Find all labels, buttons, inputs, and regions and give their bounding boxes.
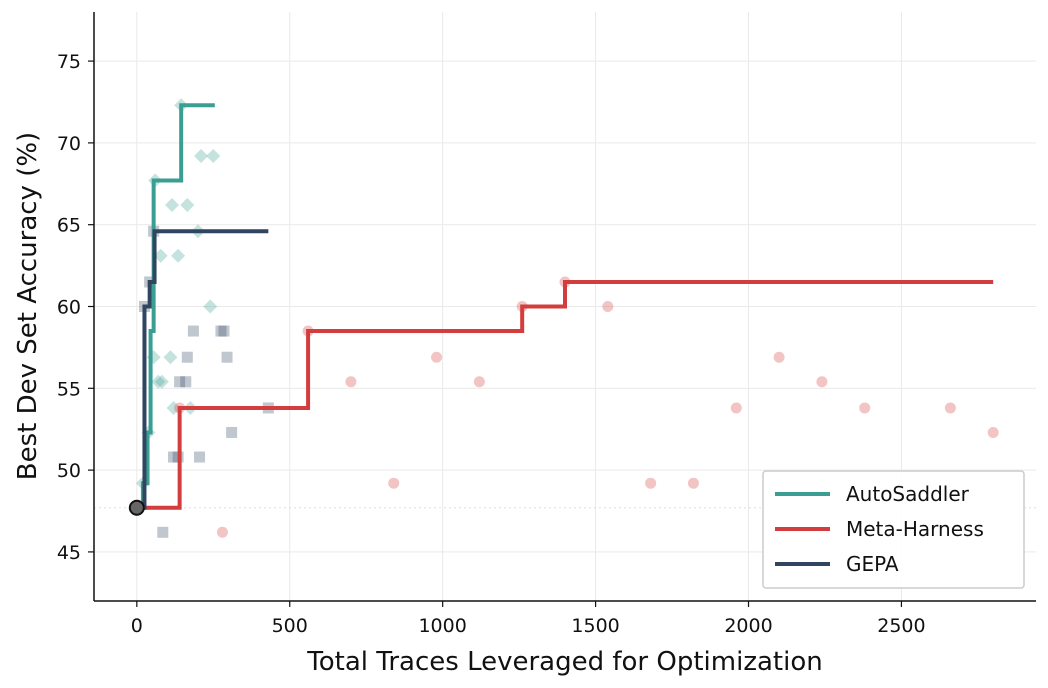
point-gepa xyxy=(174,376,186,388)
start-point-marker xyxy=(128,499,145,516)
point-gepa xyxy=(218,325,230,337)
x-tick-label: 1500 xyxy=(571,615,619,637)
point-gepa xyxy=(181,351,193,363)
y-tick-label: 55 xyxy=(57,378,81,400)
line-meta-harness xyxy=(136,279,994,510)
y-tick-label: 70 xyxy=(57,133,81,155)
x-tick-label: 0 xyxy=(131,615,143,637)
point-autosaddler xyxy=(206,148,221,163)
y-tick-label: 60 xyxy=(57,297,81,319)
point-autosaddler xyxy=(171,248,186,263)
point-meta-harness xyxy=(473,376,485,388)
legend-label-gepa: GEPA xyxy=(846,552,899,576)
point-autosaddler xyxy=(180,198,195,213)
legend: AutoSaddler Meta-Harness GEPA xyxy=(762,470,1025,589)
x-axis-title: Total Traces Leveraged for Optimization xyxy=(306,647,822,677)
point-meta-harness xyxy=(431,351,443,363)
y-axis-title: Best Dev Set Accuracy (%) xyxy=(13,132,43,480)
legend-label-meta-harness: Meta-Harness xyxy=(846,517,984,541)
point-gepa xyxy=(194,451,206,463)
point-meta-harness xyxy=(645,477,657,489)
point-autosaddler xyxy=(153,248,168,263)
point-gepa xyxy=(215,325,227,337)
y-tick-label: 45 xyxy=(57,542,81,564)
y-tick-label: 75 xyxy=(57,51,81,73)
point-gepa xyxy=(187,325,199,337)
point-meta-harness xyxy=(345,376,357,388)
point-autosaddler xyxy=(154,374,169,389)
x-tick-label: 2000 xyxy=(724,615,772,637)
point-meta-harness xyxy=(773,351,785,363)
point-meta-harness xyxy=(859,402,871,414)
point-gepa xyxy=(221,351,233,363)
point-meta-harness xyxy=(730,402,742,414)
point-gepa xyxy=(180,376,192,388)
step-lines xyxy=(128,103,994,516)
point-autosaddler xyxy=(164,198,179,213)
ticks: 0 500 1000 1500 2000 2500 45 50 55 60 65 70 75 xyxy=(57,51,926,637)
y-tick-label: 65 xyxy=(57,215,81,237)
point-meta-harness xyxy=(216,526,228,538)
point-gepa xyxy=(168,451,180,463)
x-tick-label: 1000 xyxy=(418,615,466,637)
x-tick-label: 500 xyxy=(272,615,308,637)
point-autosaddler xyxy=(151,374,166,389)
legend-frame xyxy=(762,470,1025,589)
point-meta-harness xyxy=(602,301,614,312)
point-gepa xyxy=(157,526,169,538)
point-autosaddler xyxy=(203,299,218,314)
point-meta-harness xyxy=(388,477,400,489)
point-gepa xyxy=(226,426,238,438)
legend-label-autosaddler: AutoSaddler xyxy=(846,482,970,506)
point-meta-harness xyxy=(987,426,999,438)
line-gepa xyxy=(136,229,269,510)
y-tick-label: 50 xyxy=(57,460,81,482)
point-autosaddler xyxy=(166,400,181,415)
x-tick-label: 2500 xyxy=(877,615,925,637)
point-autosaddler xyxy=(194,148,209,163)
point-meta-harness xyxy=(687,477,699,489)
point-autosaddler xyxy=(163,350,178,365)
point-meta-harness xyxy=(816,376,828,388)
point-meta-harness xyxy=(944,402,956,414)
